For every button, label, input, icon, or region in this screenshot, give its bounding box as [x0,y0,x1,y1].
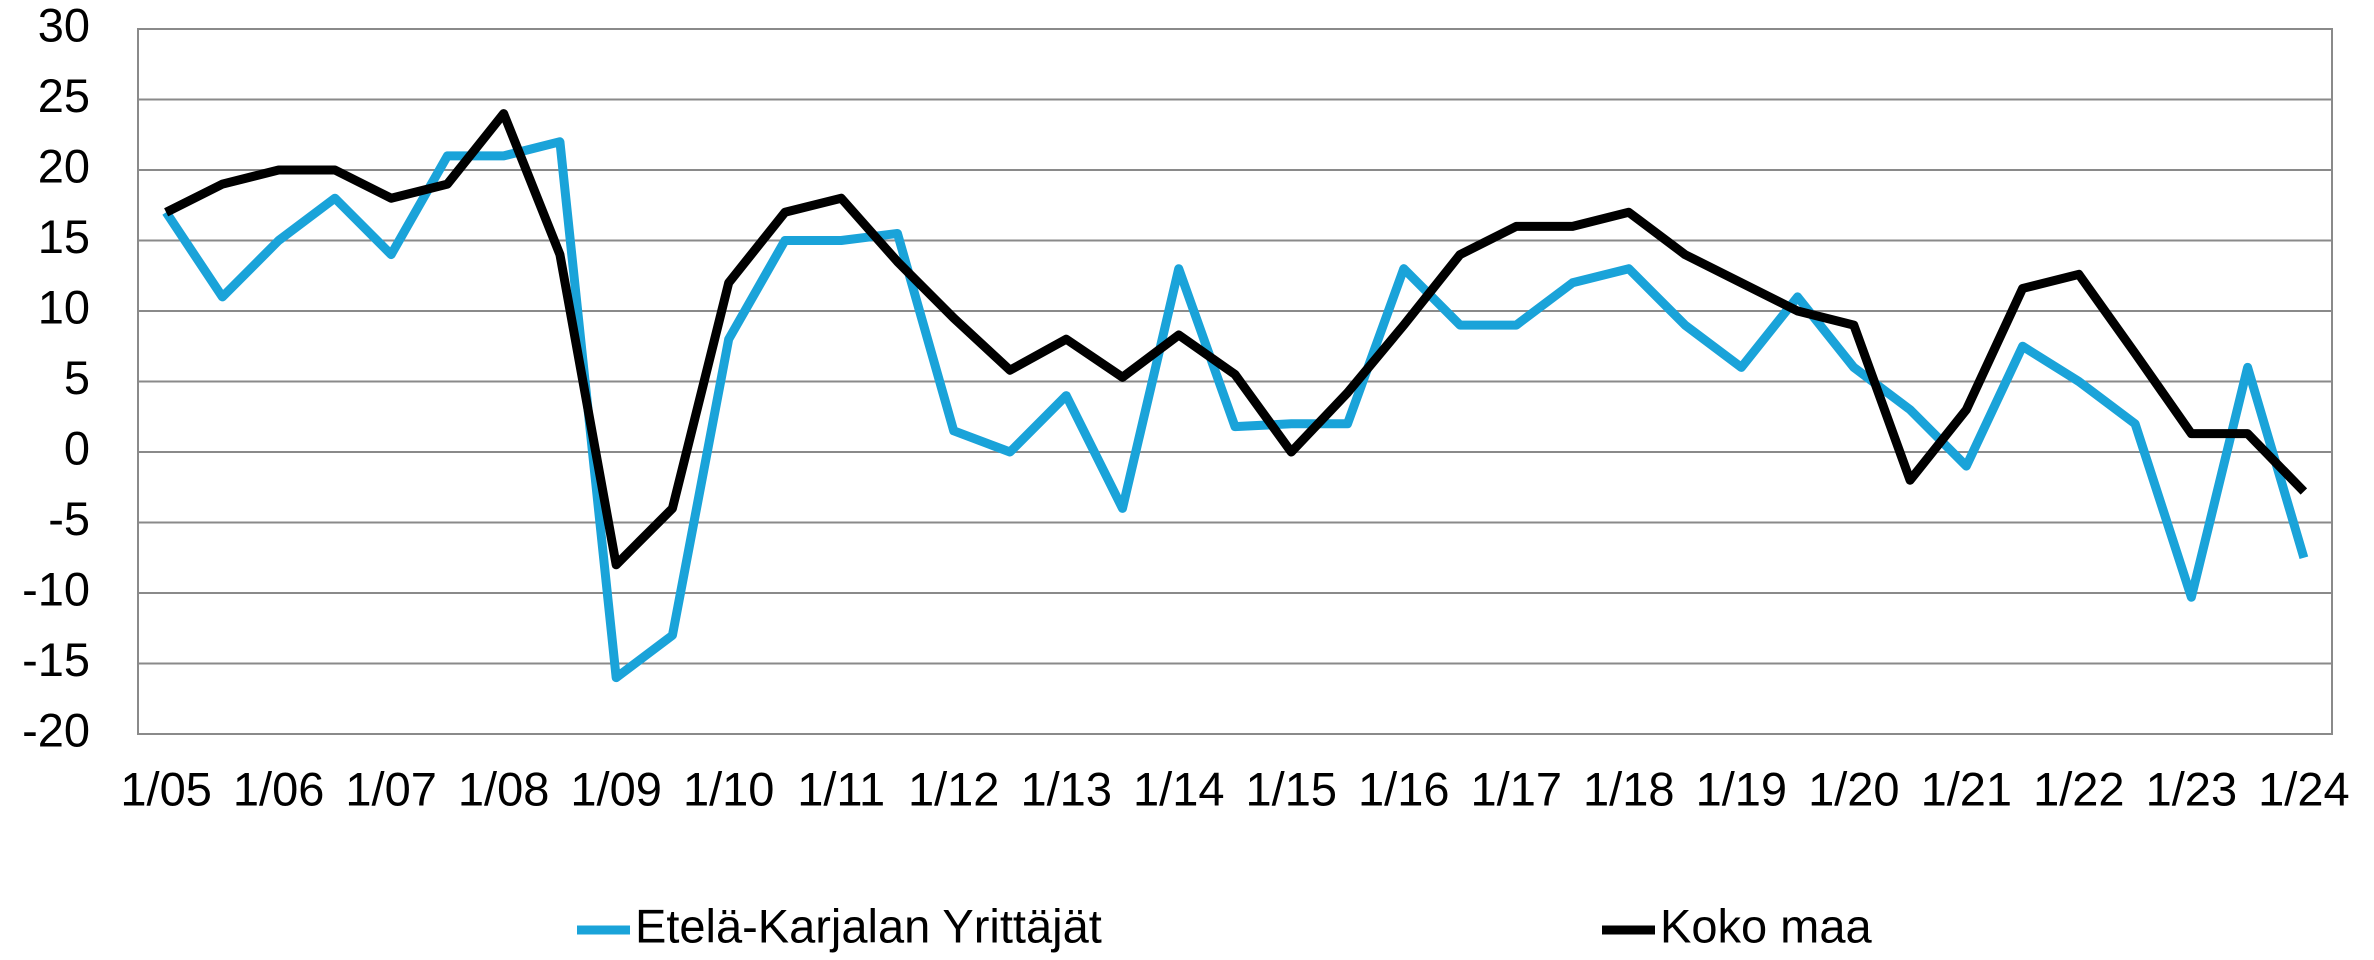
y-tick-label: 20 [38,139,90,192]
series-line [164,109,2308,570]
x-tick-label: 1/06 [233,762,324,815]
x-tick-label: 1/07 [345,762,436,815]
x-tick-label: 1/10 [683,762,774,815]
x-tick-label: 1/11 [797,762,885,815]
x-tick-label: 1/22 [2033,762,2124,815]
y-tick-label: 15 [38,210,90,263]
series-line [162,137,2309,683]
legend-label: Koko maa [1660,899,1872,952]
y-tick-label: 25 [38,69,90,122]
x-tick-label: 1/17 [1471,762,1562,815]
x-tick-label: 1/20 [1808,762,1899,815]
y-tick-label: 0 [64,421,90,474]
x-tick-label: 1/21 [1921,762,2012,815]
x-tick-label: 1/15 [1246,762,1337,815]
x-tick-label: 1/24 [2258,762,2349,815]
x-tick-label: 1/23 [2146,762,2237,815]
y-tick-label: -5 [48,492,90,545]
x-tick-label: 1/05 [120,762,211,815]
y-tick-label: -10 [22,562,90,615]
x-tick-label: 1/16 [1358,762,1449,815]
x-tick-label: 1/14 [1133,762,1224,815]
plot-border [137,28,2333,735]
x-tick-label: 1/09 [570,762,661,815]
y-tick-label: -20 [22,703,90,756]
x-tick-label: 1/18 [1583,762,1674,815]
y-tick-label: 5 [64,351,90,404]
y-tick-label: 30 [38,0,90,51]
legend-label: Etelä-Karjalan Yrittäjät [635,899,1102,952]
x-tick-label: 1/12 [908,762,999,815]
x-tick-label: 1/19 [1696,762,1787,815]
x-tick-label: 1/13 [1020,762,1111,815]
y-tick-label: -15 [22,633,90,686]
x-tick-label: 1/08 [458,762,549,815]
y-tick-label: 10 [38,280,90,333]
